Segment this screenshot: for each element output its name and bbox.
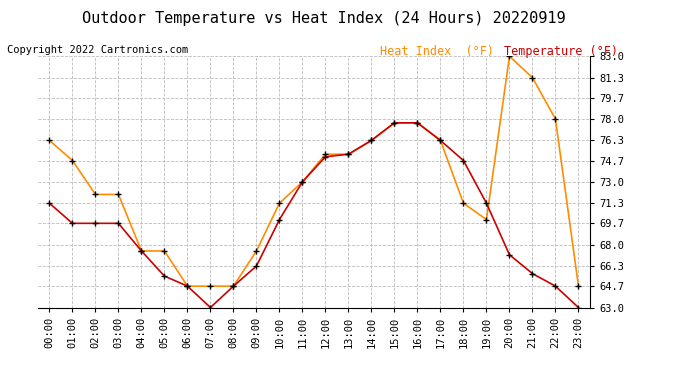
Text: Copyright 2022 Cartronics.com: Copyright 2022 Cartronics.com bbox=[7, 45, 188, 55]
Text: Outdoor Temperature vs Heat Index (24 Hours) 20220919: Outdoor Temperature vs Heat Index (24 Ho… bbox=[83, 11, 566, 26]
Text: Heat Index  (°F): Heat Index (°F) bbox=[380, 45, 493, 58]
Text: Temperature (°F): Temperature (°F) bbox=[504, 45, 618, 58]
